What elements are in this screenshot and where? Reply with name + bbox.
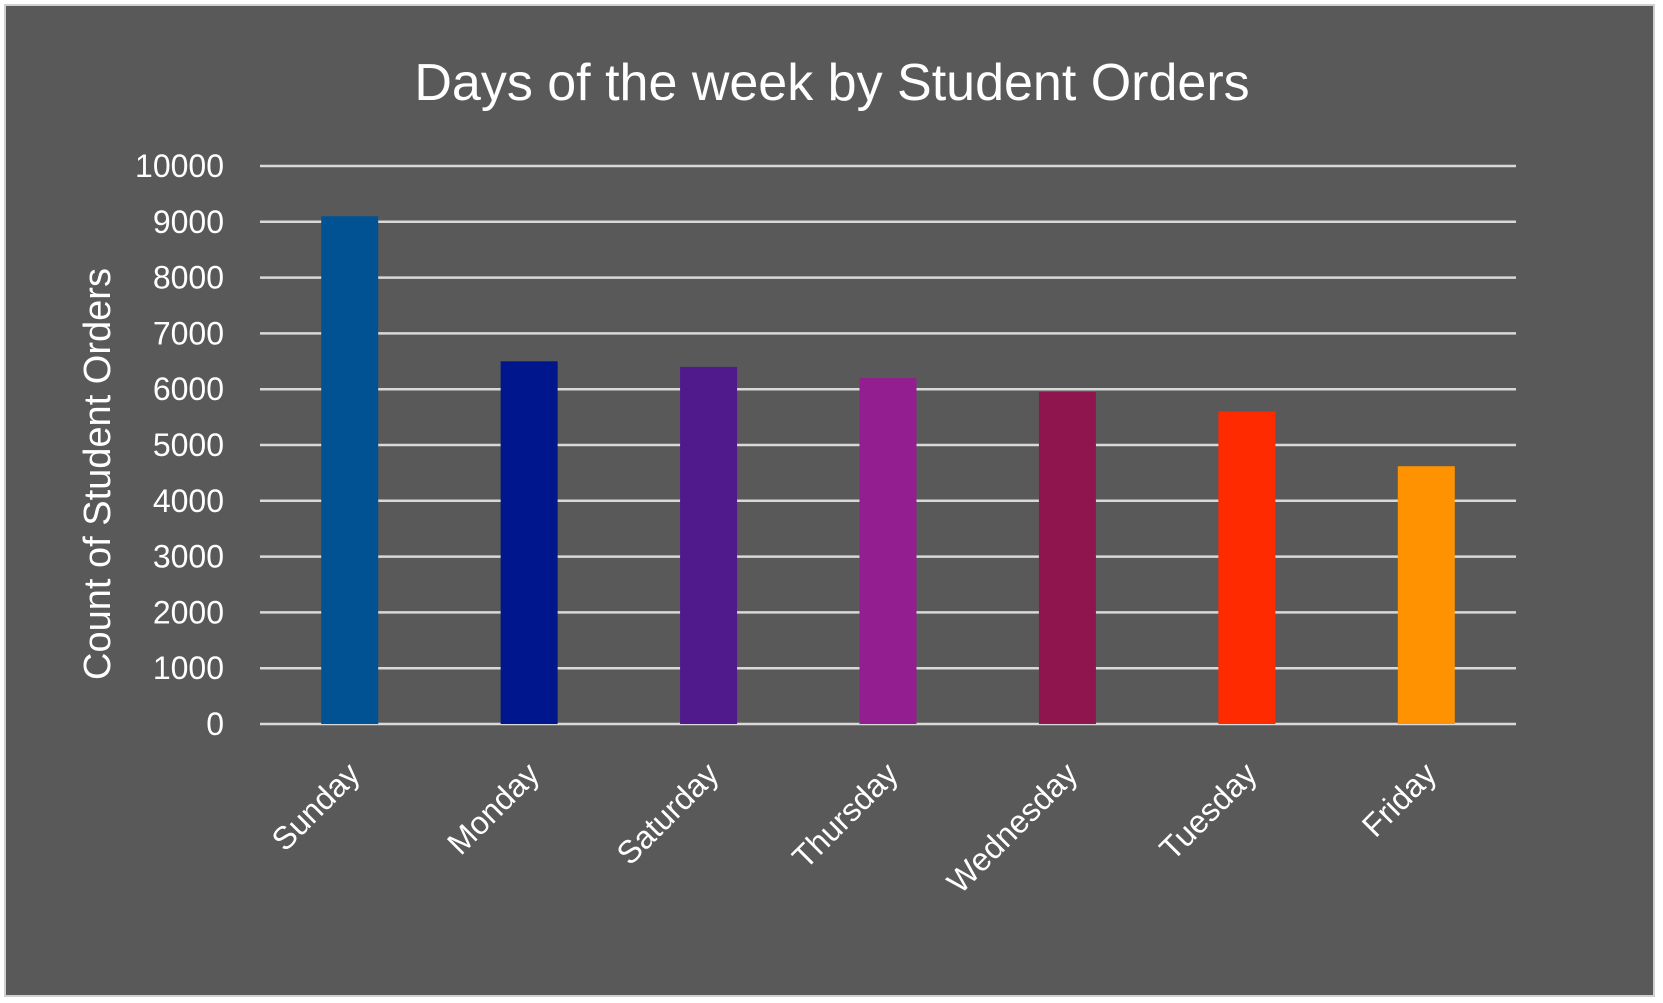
chart-frame: Days of the week by Student Orders Count… <box>4 4 1655 997</box>
bars <box>321 216 1455 724</box>
x-tick-label-sunday: Sunday <box>264 755 366 857</box>
bar-chart: Days of the week by Student Orders Count… <box>77 54 1516 900</box>
y-tick-label: 4000 <box>153 483 224 519</box>
bar-saturday <box>680 366 738 724</box>
y-axis-label: Count of Student Orders <box>77 268 119 680</box>
x-tick-label-tuesday: Tuesday <box>1152 755 1263 866</box>
bar-thursday <box>859 378 917 724</box>
y-tick-label: 9000 <box>153 204 224 240</box>
y-tick-label: 0 <box>206 706 224 742</box>
y-tick-label: 3000 <box>153 539 224 575</box>
y-tick-label: 2000 <box>153 594 224 630</box>
y-tick-label: 8000 <box>153 260 224 296</box>
y-tick-label: 5000 <box>153 427 224 463</box>
x-tick-label-wednesday: Wednesday <box>940 755 1085 900</box>
chart-title: Days of the week by Student Orders <box>414 54 1249 112</box>
y-axis-ticks: 0 1000 2000 3000 4000 5000 6000 7000 8000 9000 100… <box>135 148 224 742</box>
bar-friday <box>1397 466 1455 724</box>
bar-sunday <box>321 216 379 724</box>
y-tick-label: 10000 <box>135 148 224 184</box>
bar-tuesday <box>1218 411 1276 724</box>
bar-wednesday <box>1038 391 1096 724</box>
y-tick-label: 1000 <box>153 650 224 686</box>
x-axis-ticks: Sunday Monday Saturday Thursday Wednesday Tue… <box>264 755 1443 900</box>
x-tick-label-saturday: Saturday <box>610 755 726 871</box>
y-tick-label: 6000 <box>153 371 224 407</box>
x-tick-label-thursday: Thursday <box>785 755 905 875</box>
bar-monday <box>500 361 558 724</box>
x-tick-label-monday: Monday <box>440 755 546 861</box>
x-tick-label-friday: Friday <box>1355 755 1443 843</box>
y-tick-label: 7000 <box>153 315 224 351</box>
